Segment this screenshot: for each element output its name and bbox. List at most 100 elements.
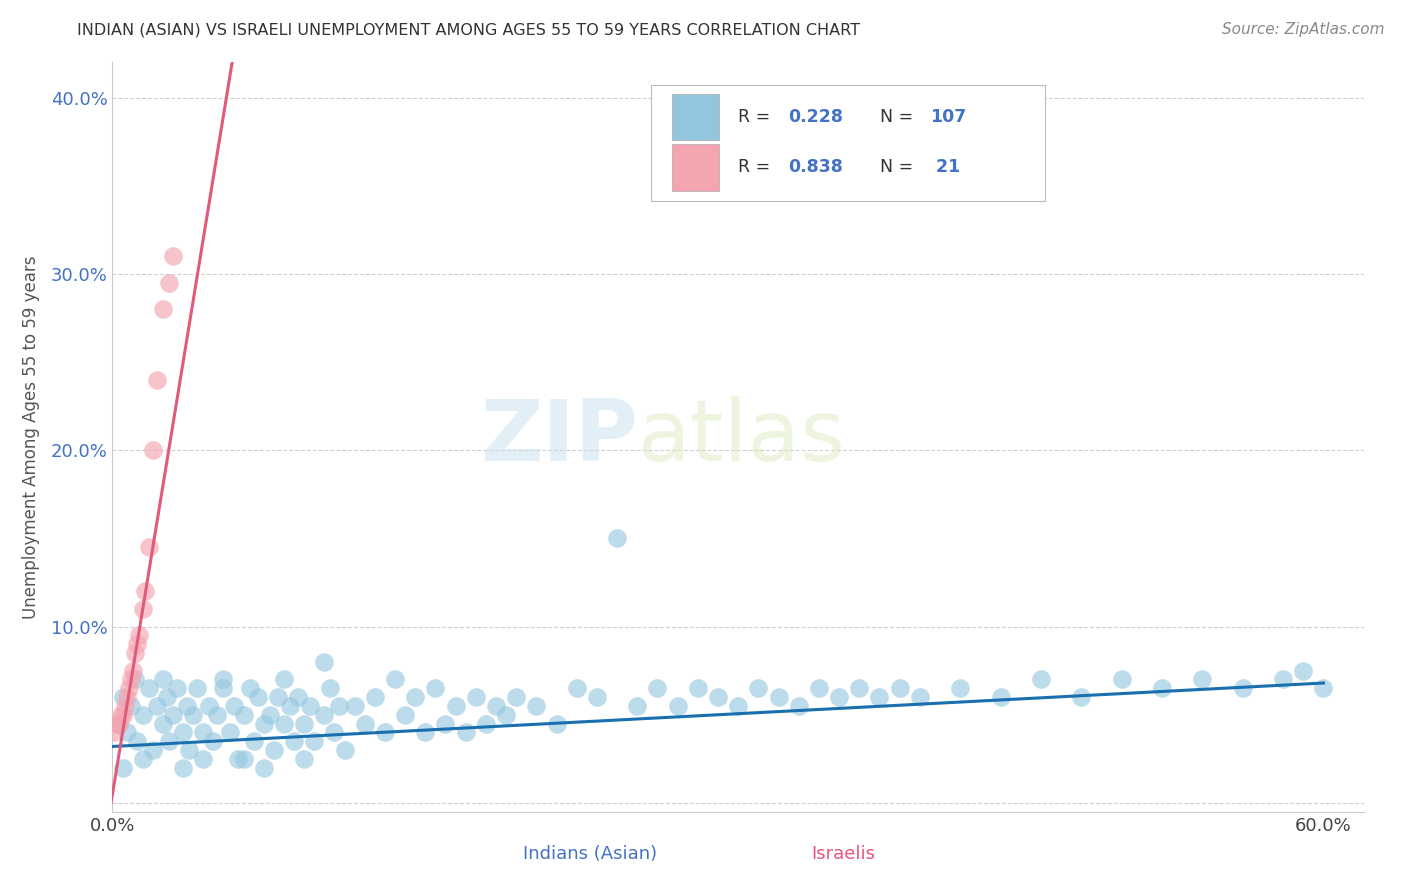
Point xyxy=(1029,673,1052,687)
FancyBboxPatch shape xyxy=(672,94,720,140)
Point xyxy=(146,698,169,713)
Point xyxy=(156,690,179,705)
Point xyxy=(110,707,132,722)
Point xyxy=(226,752,249,766)
Point xyxy=(1232,681,1254,696)
Point xyxy=(444,698,467,713)
Point xyxy=(606,532,628,546)
Point xyxy=(1070,690,1092,705)
Point xyxy=(176,698,198,713)
Point xyxy=(162,249,184,263)
Point xyxy=(384,673,406,687)
Point xyxy=(222,698,245,713)
Point xyxy=(232,752,254,766)
Point xyxy=(768,690,790,705)
Point xyxy=(868,690,890,705)
Point xyxy=(475,716,498,731)
Point xyxy=(666,698,689,713)
Point xyxy=(425,681,447,696)
Point xyxy=(198,698,221,713)
Point xyxy=(586,690,609,705)
Point xyxy=(292,716,315,731)
Point xyxy=(152,302,174,317)
Text: 0.228: 0.228 xyxy=(789,108,844,126)
Point xyxy=(413,725,436,739)
Text: 107: 107 xyxy=(929,108,966,126)
Point xyxy=(333,743,356,757)
Point xyxy=(212,681,235,696)
Point xyxy=(193,752,215,766)
Point xyxy=(394,707,416,722)
Point xyxy=(105,716,128,731)
Point xyxy=(132,602,155,616)
Point xyxy=(179,743,201,757)
Text: Indians (Asian): Indians (Asian) xyxy=(523,846,658,863)
Point xyxy=(115,690,138,705)
Point xyxy=(253,716,276,731)
Point xyxy=(186,681,208,696)
Point xyxy=(157,734,180,748)
Point xyxy=(152,673,174,687)
Point xyxy=(319,681,342,696)
Point xyxy=(299,698,322,713)
Point xyxy=(115,725,138,739)
Point xyxy=(181,707,204,722)
Point xyxy=(807,681,830,696)
Point xyxy=(246,690,269,705)
Point xyxy=(212,673,235,687)
Point xyxy=(172,725,194,739)
Text: 0.838: 0.838 xyxy=(789,159,844,177)
Text: ZIP: ZIP xyxy=(481,395,638,479)
Point xyxy=(908,690,931,705)
Point xyxy=(242,734,264,748)
Text: INDIAN (ASIAN) VS ISRAELI UNEMPLOYMENT AMONG AGES 55 TO 59 YEARS CORRELATION CHA: INDIAN (ASIAN) VS ISRAELI UNEMPLOYMENT A… xyxy=(77,22,860,37)
Point xyxy=(747,681,769,696)
Point xyxy=(121,664,143,678)
Point xyxy=(278,698,301,713)
Point xyxy=(125,734,148,748)
Point xyxy=(454,725,477,739)
Point xyxy=(138,681,160,696)
Point xyxy=(124,646,146,660)
Point xyxy=(647,681,669,696)
Point xyxy=(138,541,160,555)
Point xyxy=(120,673,142,687)
Point xyxy=(828,690,851,705)
Point xyxy=(259,707,281,722)
Point xyxy=(273,673,295,687)
Text: Israelis: Israelis xyxy=(811,846,876,863)
Point xyxy=(464,690,486,705)
Point xyxy=(239,681,262,696)
Point xyxy=(287,690,309,705)
Point xyxy=(1111,673,1133,687)
Point xyxy=(207,707,229,722)
Point xyxy=(727,698,749,713)
Point xyxy=(283,734,305,748)
Point xyxy=(117,681,139,696)
Text: R =: R = xyxy=(738,108,776,126)
Point xyxy=(565,681,588,696)
Point xyxy=(524,698,547,713)
Point xyxy=(263,743,285,757)
Point xyxy=(990,690,1012,705)
Point xyxy=(125,637,148,651)
Point xyxy=(404,690,426,705)
Point xyxy=(848,681,870,696)
Point xyxy=(152,716,174,731)
Point xyxy=(267,690,290,705)
Text: Source: ZipAtlas.com: Source: ZipAtlas.com xyxy=(1222,22,1385,37)
Point xyxy=(111,761,134,775)
Point xyxy=(1272,673,1295,687)
Point xyxy=(218,725,240,739)
Text: N =: N = xyxy=(880,108,918,126)
Point xyxy=(686,681,709,696)
Point xyxy=(273,716,295,731)
Point xyxy=(1150,681,1173,696)
Text: N =: N = xyxy=(880,159,918,177)
Point xyxy=(546,716,568,731)
Point xyxy=(253,761,276,775)
Point xyxy=(889,681,911,696)
Point xyxy=(120,698,142,713)
Point xyxy=(132,752,155,766)
Point xyxy=(128,628,150,642)
